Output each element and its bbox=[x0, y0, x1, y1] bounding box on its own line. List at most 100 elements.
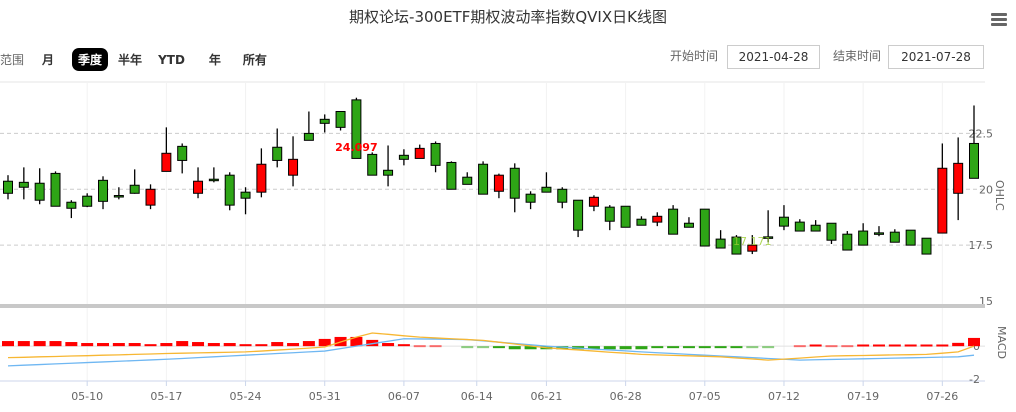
candle-body bbox=[383, 169, 394, 176]
x-tick-label: 05-17 bbox=[150, 390, 182, 403]
candle-body bbox=[541, 186, 552, 193]
dea-line bbox=[7, 338, 975, 367]
macd-histogram-bar bbox=[144, 344, 157, 347]
candle-body bbox=[18, 181, 29, 188]
macd-histogram-bar bbox=[397, 344, 410, 347]
candle-body bbox=[82, 195, 93, 207]
candle-body bbox=[636, 218, 647, 226]
candle-body bbox=[272, 146, 283, 161]
candle-body bbox=[398, 154, 409, 160]
macd-histogram-bar bbox=[97, 343, 110, 347]
candle-body bbox=[715, 238, 726, 249]
candle-body bbox=[573, 199, 584, 231]
macd-histogram-bar bbox=[635, 346, 648, 350]
candle-body bbox=[303, 132, 314, 141]
candle-body bbox=[177, 145, 188, 161]
macd-histogram-bar bbox=[587, 346, 600, 350]
candle-body bbox=[129, 184, 140, 194]
x-tick-label: 06-14 bbox=[461, 390, 493, 403]
candle-body bbox=[256, 163, 267, 193]
x-tick-label: 07-19 bbox=[847, 390, 879, 403]
macd-histogram-bar bbox=[603, 346, 616, 350]
macd-histogram-bar bbox=[33, 341, 46, 347]
range-month-button[interactable]: 月 bbox=[42, 53, 55, 67]
macd-histogram-bar bbox=[651, 346, 664, 349]
candle-body bbox=[493, 174, 504, 192]
macd-histogram-bar bbox=[255, 344, 268, 347]
candle-body bbox=[557, 188, 568, 203]
macd-histogram-bar bbox=[350, 336, 363, 347]
macd-histogram-bar bbox=[429, 345, 442, 348]
candle-body bbox=[509, 167, 520, 199]
x-tick-label: 07-26 bbox=[926, 390, 958, 403]
macd-histogram-bar bbox=[223, 343, 236, 347]
macd-histogram-bar bbox=[413, 345, 426, 348]
hamburger-menu-icon[interactable] bbox=[991, 13, 1007, 28]
candle-body bbox=[161, 152, 172, 172]
macd-histogram-bar bbox=[81, 343, 94, 347]
candle-body bbox=[113, 195, 124, 198]
end-date-input[interactable]: 2021-07-28 bbox=[888, 45, 984, 69]
x-tick-label: 07-12 bbox=[768, 390, 800, 403]
macd-histogram-bar bbox=[698, 346, 711, 349]
candle-body bbox=[763, 236, 774, 239]
candle-body bbox=[208, 178, 219, 182]
macd-histogram-bar bbox=[936, 344, 949, 347]
macd-histogram-bar bbox=[65, 342, 78, 347]
candle-body bbox=[240, 191, 251, 199]
macd-histogram-bar bbox=[271, 342, 284, 347]
macd-histogram-bar bbox=[17, 341, 30, 347]
candle-body bbox=[810, 224, 821, 232]
macd-histogram-bar bbox=[714, 346, 727, 349]
candle-body bbox=[953, 162, 964, 194]
macd-histogram-bar bbox=[872, 344, 885, 347]
start-date-input[interactable]: 2021-04-28 bbox=[727, 45, 820, 69]
end-date-label: 结束时间 bbox=[833, 49, 882, 63]
candle-body bbox=[826, 222, 837, 241]
macd-histogram-bar bbox=[857, 344, 870, 347]
y-tick-label: 17.5 bbox=[969, 239, 994, 252]
range-year-button[interactable]: 年 bbox=[208, 53, 221, 67]
macd-histogram-bar bbox=[841, 345, 854, 348]
candle-body bbox=[921, 237, 932, 255]
candle-body bbox=[937, 167, 948, 234]
candle-body bbox=[478, 163, 489, 195]
macd-histogram-bar bbox=[49, 341, 62, 347]
macd-histogram-bar bbox=[746, 346, 759, 349]
candle-body bbox=[620, 205, 631, 228]
macd-histogram-bar bbox=[477, 346, 490, 349]
candle-body bbox=[873, 232, 884, 235]
macd-histogram-bar bbox=[112, 343, 125, 347]
max-value-label: 24.097 bbox=[335, 141, 377, 154]
range-all-button[interactable]: 所有 bbox=[242, 53, 267, 67]
x-tick-label: 05-31 bbox=[309, 390, 341, 403]
candle-body bbox=[588, 196, 599, 207]
candle-body bbox=[794, 221, 805, 232]
macd-histogram-bar bbox=[176, 341, 189, 347]
macd-y-tick-label: -2 bbox=[969, 373, 980, 386]
range-ytd-button[interactable]: YTD bbox=[158, 52, 185, 67]
range-halfyear-button[interactable]: 半年 bbox=[118, 53, 143, 67]
candle-body bbox=[731, 236, 742, 255]
y-tick-label: 20 bbox=[979, 183, 993, 196]
x-tick-label: 07-05 bbox=[689, 390, 721, 403]
macd-histogram-bar bbox=[920, 344, 933, 347]
macd-histogram-bar bbox=[809, 344, 822, 347]
macd-histogram-bar bbox=[192, 342, 205, 347]
candle-body bbox=[747, 244, 758, 252]
ohlc-axis-title: OHLC bbox=[993, 180, 1006, 211]
macd-histogram-bar bbox=[952, 342, 965, 347]
macd-histogram-bar bbox=[318, 338, 331, 347]
macd-histogram-bar bbox=[287, 343, 300, 347]
candle-body bbox=[50, 172, 61, 207]
range-quarter-button[interactable]: 季度 bbox=[72, 48, 109, 71]
candle-body bbox=[319, 118, 330, 124]
candle-body bbox=[683, 222, 694, 228]
macd-histogram-bar bbox=[302, 341, 315, 347]
x-tick-label: 05-24 bbox=[230, 390, 262, 403]
candle-body bbox=[367, 153, 378, 176]
candle-body bbox=[335, 110, 346, 128]
macd-histogram-bar bbox=[239, 344, 252, 347]
candle-body bbox=[66, 201, 77, 209]
